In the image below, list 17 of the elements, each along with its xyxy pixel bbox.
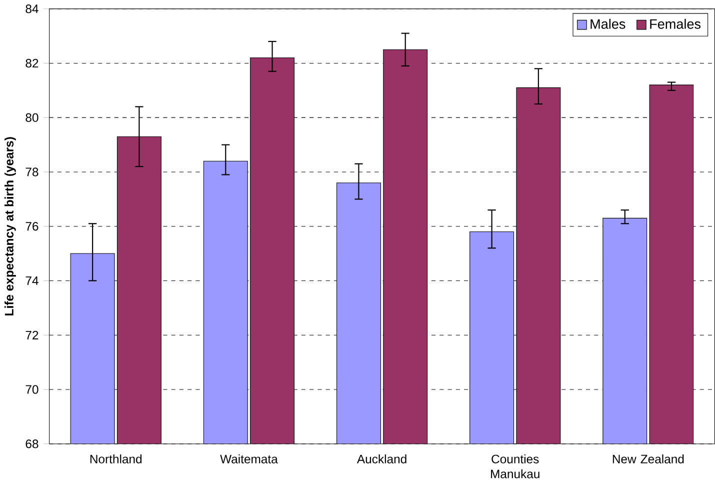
legend-label: Females (650, 18, 701, 29)
y-tick-label: 70 (26, 385, 38, 394)
x-tick-label: Waitemata (220, 454, 278, 464)
y-tick-label: 76 (26, 222, 38, 231)
x-tick-label: Counties Manukau (491, 454, 540, 478)
y-tick-label: 80 (26, 113, 38, 122)
y-tick-label: 78 (26, 168, 38, 176)
y-tick-label: 84 (26, 4, 38, 14)
y-tick-label: 72 (26, 330, 38, 340)
x-tick-label: New Zealand (612, 454, 684, 464)
y-tick-label: 82 (26, 58, 38, 68)
x-tick-label: Auckland (356, 454, 406, 464)
y-tick-label: 68 (26, 440, 38, 448)
x-tick-label: Northland (90, 454, 142, 464)
y-tick-label: 74 (26, 276, 38, 286)
y-axis-title: Life expectancy at birth (years) (4, 137, 16, 316)
legend-label: Males (590, 18, 626, 29)
